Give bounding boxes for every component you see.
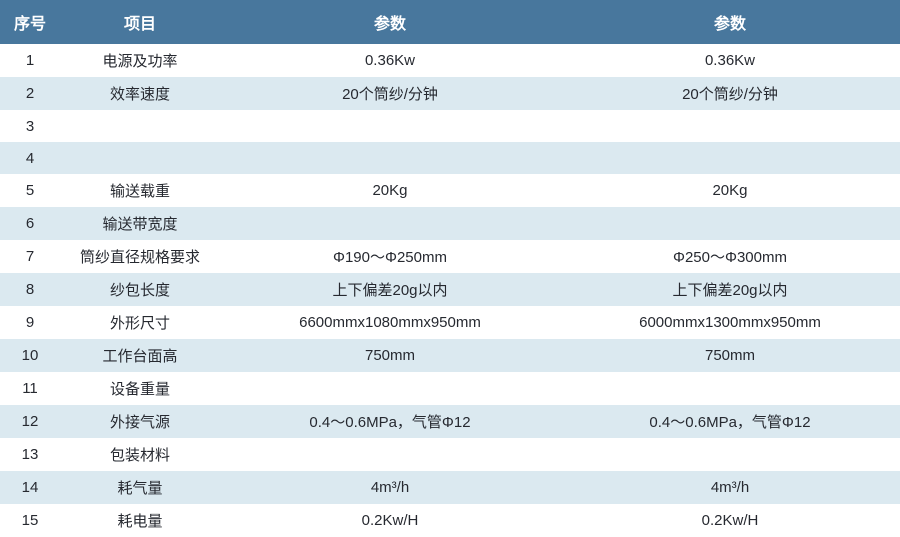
cell-param2 xyxy=(560,110,900,142)
cell-param2: 0.4～0.6MPa，气管Φ12 xyxy=(560,405,900,438)
table-row: 3 xyxy=(0,110,900,142)
table-row: 10 工作台面高 750mm 750mm xyxy=(0,339,900,372)
cell-param2: 6000mmx1300mmx950mm xyxy=(560,306,900,339)
cell-param1: 0.2Kw/H xyxy=(220,504,560,537)
cell-param2: 20Kg xyxy=(560,174,900,207)
cell-item: 效率速度 xyxy=(60,77,220,110)
cell-item xyxy=(60,110,220,142)
cell-item: 输送带宽度 xyxy=(60,207,220,240)
cell-param2: 20个筒纱/分钟 xyxy=(560,77,900,110)
header-param2: 参数 xyxy=(560,0,900,44)
table-row: 13 包装材料 xyxy=(0,438,900,471)
cell-param1: 20Kg xyxy=(220,174,560,207)
cell-seq: 7 xyxy=(0,240,60,273)
cell-param1: 上下偏差20g以内 xyxy=(220,273,560,306)
cell-param1 xyxy=(220,438,560,471)
cell-item: 外形尺寸 xyxy=(60,306,220,339)
table-row: 4 xyxy=(0,142,900,174)
cell-param2 xyxy=(560,142,900,174)
cell-param1: 750mm xyxy=(220,339,560,372)
table-row: 11 设备重量 xyxy=(0,372,900,405)
cell-param1 xyxy=(220,207,560,240)
cell-param1: 20个筒纱/分钟 xyxy=(220,77,560,110)
table-row: 7 筒纱直径规格要求 Φ190～Φ250mm Φ250～Φ300mm xyxy=(0,240,900,273)
cell-param1 xyxy=(220,142,560,174)
cell-item: 耗气量 xyxy=(60,471,220,504)
cell-param2: 4m³/h xyxy=(560,471,900,504)
table-row: 2 效率速度 20个筒纱/分钟 20个筒纱/分钟 xyxy=(0,77,900,110)
cell-param1: 4m³/h xyxy=(220,471,560,504)
cell-param2 xyxy=(560,438,900,471)
header-seq: 序号 xyxy=(0,0,60,44)
cell-seq: 13 xyxy=(0,438,60,471)
header-row: 序号 项目 参数 参数 xyxy=(0,0,900,44)
cell-seq: 14 xyxy=(0,471,60,504)
header-param1: 参数 xyxy=(220,0,560,44)
cell-param1: Φ190～Φ250mm xyxy=(220,240,560,273)
cell-param2 xyxy=(560,372,900,405)
table-row: 6 输送带宽度 xyxy=(0,207,900,240)
cell-param1: 6600mmx1080mmx950mm xyxy=(220,306,560,339)
cell-param1 xyxy=(220,110,560,142)
cell-item: 纱包长度 xyxy=(60,273,220,306)
header-item: 项目 xyxy=(60,0,220,44)
cell-item: 设备重量 xyxy=(60,372,220,405)
cell-item: 筒纱直径规格要求 xyxy=(60,240,220,273)
table-row: 15 耗电量 0.2Kw/H 0.2Kw/H xyxy=(0,504,900,537)
cell-param1: 0.4～0.6MPa，气管Φ12 xyxy=(220,405,560,438)
cell-param1: 0.36Kw xyxy=(220,44,560,77)
cell-seq: 11 xyxy=(0,372,60,405)
cell-item: 电源及功率 xyxy=(60,44,220,77)
cell-seq: 2 xyxy=(0,77,60,110)
table-row: 5 输送载重 20Kg 20Kg xyxy=(0,174,900,207)
table-row: 14 耗气量 4m³/h 4m³/h xyxy=(0,471,900,504)
cell-param1 xyxy=(220,372,560,405)
cell-seq: 10 xyxy=(0,339,60,372)
cell-item: 包装材料 xyxy=(60,438,220,471)
table-row: 9 外形尺寸 6600mmx1080mmx950mm 6000mmx1300mm… xyxy=(0,306,900,339)
cell-seq: 8 xyxy=(0,273,60,306)
table-body: 1 电源及功率 0.36Kw 0.36Kw 2 效率速度 20个筒纱/分钟 20… xyxy=(0,44,900,537)
table-row: 8 纱包长度 上下偏差20g以内 上下偏差20g以内 xyxy=(0,273,900,306)
spec-table: 序号 项目 参数 参数 1 电源及功率 0.36Kw 0.36Kw 2 效率速度… xyxy=(0,0,900,537)
cell-param2: 上下偏差20g以内 xyxy=(560,273,900,306)
table-header: 序号 项目 参数 参数 xyxy=(0,0,900,44)
cell-seq: 3 xyxy=(0,110,60,142)
cell-seq: 5 xyxy=(0,174,60,207)
cell-seq: 12 xyxy=(0,405,60,438)
table-row: 12 外接气源 0.4～0.6MPa，气管Φ12 0.4～0.6MPa，气管Φ1… xyxy=(0,405,900,438)
cell-param2: 0.36Kw xyxy=(560,44,900,77)
cell-param2 xyxy=(560,207,900,240)
cell-seq: 1 xyxy=(0,44,60,77)
cell-item: 耗电量 xyxy=(60,504,220,537)
cell-item: 工作台面高 xyxy=(60,339,220,372)
cell-param2: 0.2Kw/H xyxy=(560,504,900,537)
cell-item xyxy=(60,142,220,174)
cell-item: 输送载重 xyxy=(60,174,220,207)
cell-seq: 15 xyxy=(0,504,60,537)
cell-seq: 6 xyxy=(0,207,60,240)
cell-param2: 750mm xyxy=(560,339,900,372)
table-row: 1 电源及功率 0.36Kw 0.36Kw xyxy=(0,44,900,77)
cell-item: 外接气源 xyxy=(60,405,220,438)
cell-seq: 4 xyxy=(0,142,60,174)
cell-seq: 9 xyxy=(0,306,60,339)
cell-param2: Φ250～Φ300mm xyxy=(560,240,900,273)
